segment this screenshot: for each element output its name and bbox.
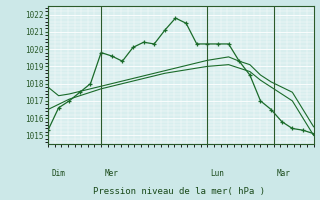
Text: Mar: Mar <box>277 169 291 178</box>
Text: Dim: Dim <box>51 169 65 178</box>
Text: Pression niveau de la mer( hPa ): Pression niveau de la mer( hPa ) <box>93 187 265 196</box>
Text: Lun: Lun <box>211 169 224 178</box>
Text: Mer: Mer <box>104 169 118 178</box>
